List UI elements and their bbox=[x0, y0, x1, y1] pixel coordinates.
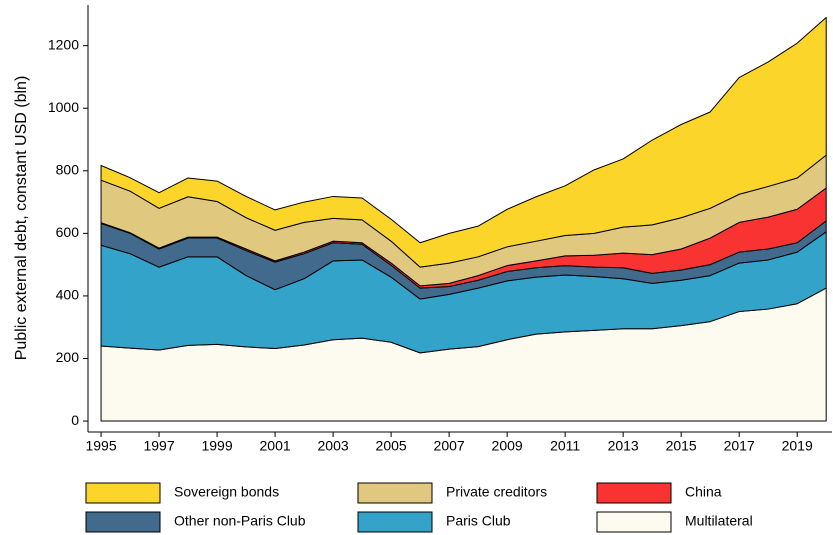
y-tick-label: 800 bbox=[56, 161, 80, 177]
legend-swatch bbox=[357, 511, 433, 533]
legend-swatch bbox=[596, 511, 672, 533]
legend-label: Other non-Paris Club bbox=[174, 513, 306, 529]
x-tick-label: 2003 bbox=[318, 438, 349, 454]
legend-swatch bbox=[596, 482, 672, 504]
x-tick-label: 2007 bbox=[434, 438, 465, 454]
x-tick-label: 2001 bbox=[260, 438, 291, 454]
legend-swatch bbox=[357, 482, 433, 504]
x-tick-label: 2015 bbox=[666, 438, 697, 454]
legend-label: Private creditors bbox=[446, 484, 547, 500]
y-tick-label: 1200 bbox=[48, 36, 79, 52]
y-axis-label: Public external debt, constant USD (bln) bbox=[13, 76, 30, 361]
legend-label: Sovereign bonds bbox=[174, 484, 279, 500]
x-tick-label: 2013 bbox=[608, 438, 639, 454]
x-tick-label: 1997 bbox=[143, 438, 174, 454]
legend-swatch bbox=[85, 482, 161, 504]
y-tick-label: 600 bbox=[56, 224, 80, 240]
x-tick-label: 2017 bbox=[724, 438, 755, 454]
x-tick-label: 2005 bbox=[376, 438, 407, 454]
x-tick-label: 1995 bbox=[85, 438, 116, 454]
legend-label: China bbox=[685, 484, 722, 500]
x-tick-label: 1999 bbox=[201, 438, 232, 454]
y-tick-label: 0 bbox=[71, 412, 79, 428]
area bbox=[100, 17, 827, 268]
legend-label: Multilateral bbox=[685, 513, 753, 529]
x-tick-label: 2009 bbox=[492, 438, 523, 454]
x-tick-label: 2011 bbox=[550, 438, 580, 454]
y-tick-label: 400 bbox=[56, 287, 80, 303]
legend-label: Paris Club bbox=[446, 513, 511, 529]
x-tick-label: 2019 bbox=[782, 438, 813, 454]
y-tick-label: 1000 bbox=[48, 99, 79, 115]
legend-swatch bbox=[85, 511, 161, 533]
y-tick-label: 200 bbox=[56, 349, 80, 365]
